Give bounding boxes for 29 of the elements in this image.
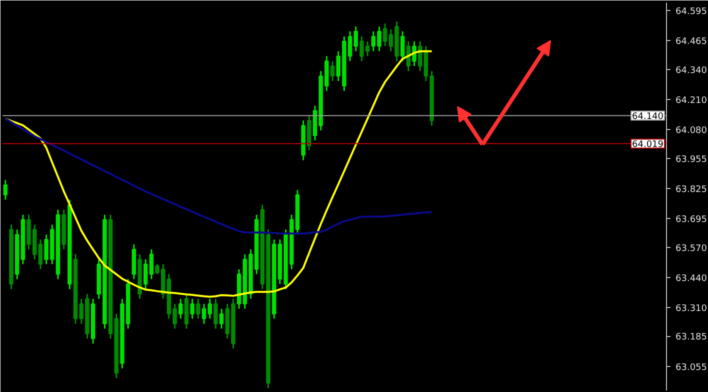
candlestick [412,40,416,67]
candlestick [143,258,148,290]
line-series [4,118,433,234]
y-tick-label: 64.595 [676,7,707,18]
y-tick-label: 63.055 [676,362,707,373]
candlestick [38,238,43,270]
y-tick-label: 63.570 [676,244,708,254]
y-tick-label: 63.310 [676,304,708,314]
y-tick-label: 63.955 [676,154,707,165]
candlestick [214,298,218,330]
ref-line-label: 64.140 [632,112,664,122]
y-tick-label: 64.080 [676,126,708,136]
candlestick [382,22,388,47]
candlestick [190,298,194,320]
y-tick-label: 63.825 [676,184,707,195]
candlestick [330,60,335,82]
y-tick-label: 63.185 [676,332,707,343]
candlestick [178,298,183,320]
y-tick-label: 63.440 [676,274,708,284]
y-tick-label: 64.210 [676,96,708,106]
candlestick [400,30,405,62]
candlestick [149,248,154,280]
ref-line-label: 64.019 [632,140,664,150]
candlestick [196,298,200,320]
y-tick-label: 64.465 [676,37,707,48]
candlestick [3,179,8,200]
y-tick-label: 64.340 [676,66,708,76]
y-tick-label: 63.695 [676,214,707,225]
candlestick [219,308,224,330]
